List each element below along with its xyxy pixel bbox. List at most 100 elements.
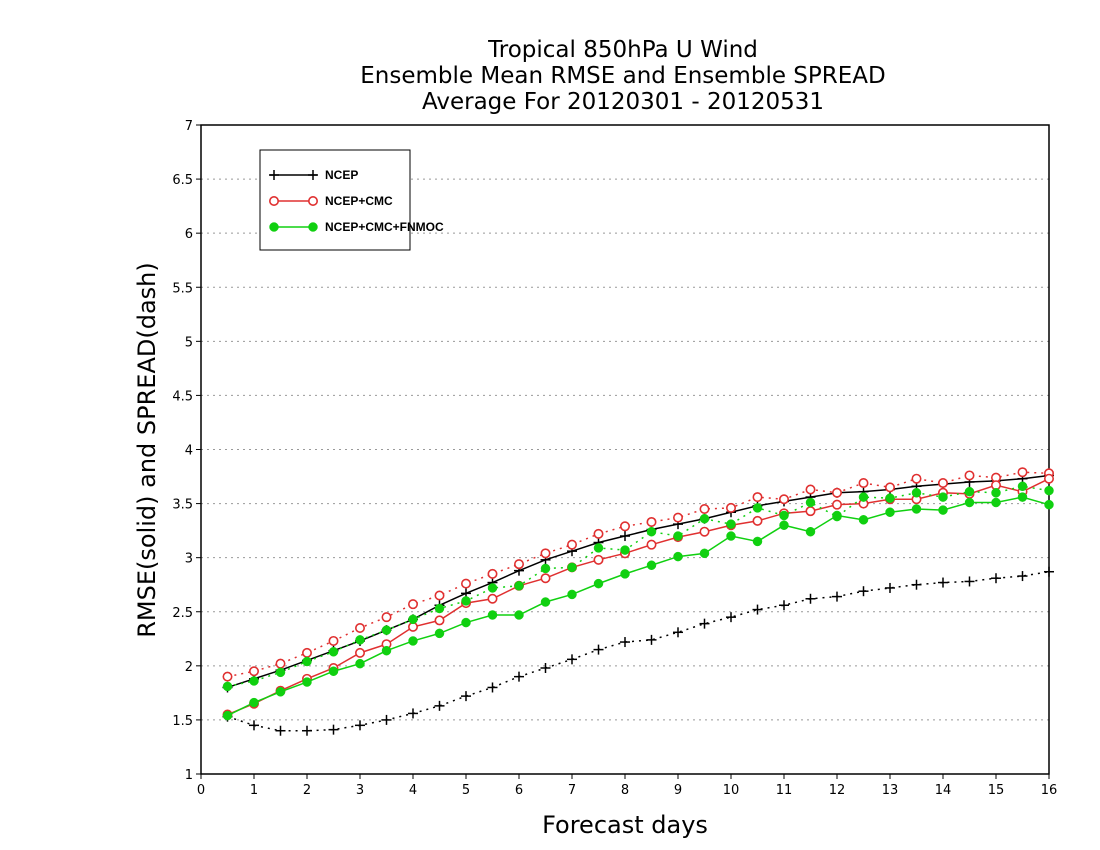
series-0-spread bbox=[222, 566, 1054, 736]
series-2-rmse-point bbox=[805, 526, 816, 537]
legend-label-ncep-cmc: NCEP+CMC bbox=[325, 194, 393, 208]
series-2-rmse-point bbox=[434, 628, 445, 639]
x-tick-label: 0 bbox=[197, 783, 205, 798]
series-1-rmse-point bbox=[831, 499, 842, 510]
series-2-rmse-point bbox=[249, 697, 259, 708]
series-3-spread-point bbox=[355, 635, 365, 645]
series-2-rmse-point bbox=[328, 666, 339, 676]
series-1-spread-line bbox=[227, 471, 1050, 678]
series-2-rmse-point bbox=[222, 710, 233, 721]
y-tick-label: 7 bbox=[185, 119, 193, 134]
legend-marker bbox=[307, 196, 318, 207]
series-1-spread-point bbox=[249, 666, 260, 677]
legend-marker bbox=[269, 222, 279, 232]
series-1-spread-point bbox=[964, 470, 975, 481]
chart-title-line-3: Average For 20120301 - 20120531 bbox=[421, 89, 825, 115]
series-0-spread-point bbox=[434, 700, 445, 711]
series-2-rmse-point bbox=[699, 548, 710, 559]
series-2-rmse-point bbox=[1044, 499, 1054, 510]
series-2-rmse-point bbox=[673, 551, 683, 562]
series-0-spread-point bbox=[885, 582, 895, 593]
legend-box bbox=[259, 149, 411, 251]
series-3-spread-point bbox=[911, 488, 922, 498]
series-2-rmse-point bbox=[964, 497, 975, 508]
series-0-spread-point bbox=[991, 573, 1001, 584]
series-0-spread-point bbox=[646, 634, 657, 645]
x-tick-label: 9 bbox=[674, 783, 682, 798]
series-3-spread-point bbox=[434, 603, 445, 614]
series-1-spread-point bbox=[593, 528, 604, 539]
series-3-spread-point bbox=[805, 497, 816, 508]
series-1-rmse-line bbox=[227, 478, 1050, 716]
series-1-spread-point bbox=[831, 487, 842, 498]
series-2-rmse-point bbox=[620, 569, 630, 579]
series-0-spread-point bbox=[381, 714, 392, 725]
series-2-rmse-point bbox=[858, 515, 869, 525]
y-tick-label: 6 bbox=[185, 227, 193, 242]
series-0-spread-point bbox=[275, 725, 286, 736]
series-1-spread-point bbox=[328, 635, 339, 646]
series-3-spread-point bbox=[885, 493, 895, 503]
series-0-spread-point bbox=[620, 637, 630, 648]
series-3-spread-point bbox=[593, 543, 604, 553]
chart-title-line-1: Tropical 850hPa U Wind bbox=[488, 37, 758, 63]
series-1-spread-point bbox=[407, 599, 418, 610]
series-1-spread-point bbox=[752, 492, 763, 503]
series-0-rmse bbox=[222, 470, 1054, 693]
series-1-spread-point bbox=[460, 578, 471, 589]
x-tick-label: 7 bbox=[568, 783, 576, 798]
series-2-rmse-point bbox=[911, 504, 922, 514]
series-1-rmse-point bbox=[699, 526, 710, 537]
series-1-spread-point bbox=[699, 503, 710, 514]
series-1-spread-point bbox=[275, 658, 286, 669]
y-tick-label: 3.5 bbox=[172, 498, 193, 513]
series-3-spread-point bbox=[567, 562, 577, 573]
series-1-spread-point bbox=[354, 622, 365, 633]
series-0-spread-point bbox=[487, 682, 498, 693]
series-0-spread-point bbox=[408, 708, 418, 719]
series-2-rmse-point bbox=[991, 497, 1001, 508]
series-2-rmse-point bbox=[885, 507, 895, 517]
series-3-spread-point bbox=[1017, 481, 1028, 492]
y-tick-label: 5.5 bbox=[172, 281, 193, 296]
series-1-rmse-point bbox=[646, 539, 657, 550]
series-1-spread-point bbox=[1017, 467, 1028, 478]
series-3-spread-point bbox=[646, 526, 657, 537]
series-1-spread-point bbox=[725, 502, 736, 513]
x-tick-label: 6 bbox=[515, 783, 523, 798]
series-0-spread-line bbox=[227, 570, 1050, 732]
series-3-spread-point bbox=[408, 614, 418, 625]
x-tick-label: 3 bbox=[356, 783, 364, 798]
series-3-spread-point bbox=[991, 488, 1001, 498]
series-2-rmse-point bbox=[726, 531, 736, 541]
series-0-spread-point bbox=[964, 576, 975, 587]
series-3-spread bbox=[222, 481, 1054, 692]
x-tick-label: 15 bbox=[988, 783, 1005, 798]
y-tick-label: 4.5 bbox=[172, 389, 193, 404]
series-1-spread-point bbox=[301, 647, 312, 658]
series-3-spread-point bbox=[620, 545, 630, 555]
series-1-spread-point bbox=[434, 590, 445, 601]
series-0-rmse-line bbox=[227, 474, 1050, 689]
series-layer bbox=[222, 467, 1055, 736]
series-2-rmse-point bbox=[646, 560, 657, 570]
series-3-spread-point bbox=[487, 583, 498, 593]
legend-marker bbox=[308, 170, 318, 180]
series-3-spread-point bbox=[514, 581, 524, 591]
series-0-spread-point bbox=[567, 654, 577, 665]
series-0-spread-point bbox=[779, 600, 789, 611]
series-3-spread-point bbox=[752, 503, 763, 513]
series-1-spread-point bbox=[222, 671, 233, 682]
series-2-rmse-point bbox=[355, 658, 365, 669]
series-1-rmse-point bbox=[354, 647, 365, 658]
x-tick-label: 4 bbox=[409, 783, 417, 798]
series-0-spread-point bbox=[699, 618, 710, 629]
legend-marker bbox=[308, 222, 318, 232]
series-0-spread-point bbox=[726, 612, 736, 623]
series-3-spread-point bbox=[381, 625, 392, 635]
y-tick-label: 2 bbox=[185, 660, 193, 675]
series-1-spread-point bbox=[884, 482, 895, 493]
series-2-rmse bbox=[222, 492, 1054, 721]
series-1-rmse-point bbox=[1044, 473, 1055, 484]
series-0-spread-point bbox=[540, 662, 551, 673]
